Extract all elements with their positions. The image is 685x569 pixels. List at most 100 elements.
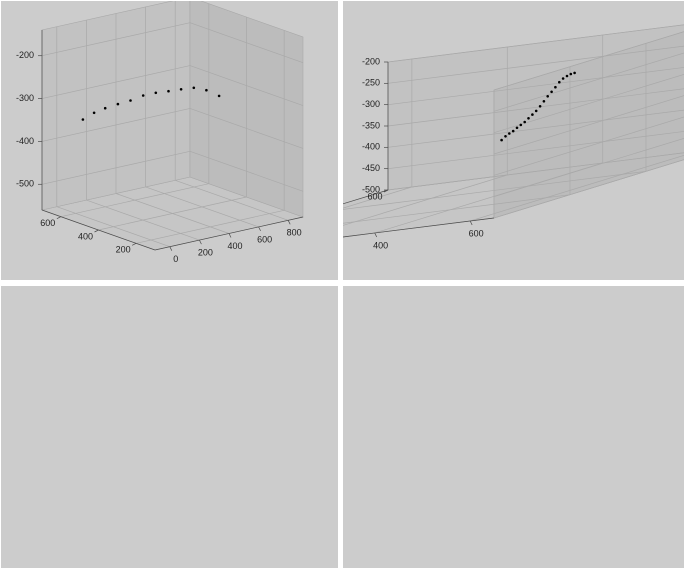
z-axis-tick-label: -500 [16,179,34,189]
gridline-z-back [387,45,684,84]
data-point [179,88,183,91]
gridline-z-back [387,109,684,148]
gridline-y-floor [343,194,571,224]
z-axis-tick-label: -250 [362,78,380,88]
gridline-z-back [41,150,191,185]
gridline-z-side [493,73,684,134]
data-point [192,86,196,90]
z-axis-tick-label: -350 [362,120,380,130]
x-axis-tick [169,246,173,251]
data-point [500,138,503,142]
subplot-bottom-right: 2003004005006002003004005006001001502002… [343,286,684,568]
data-point [103,106,107,110]
data-point [546,95,549,98]
x-axis-tick-label: 0 [173,254,178,264]
subplot-top-left: 0 200 400 600 800 200 400 600 -200 -300 -400 -500 [1,1,338,280]
z-axis-tick-label: -200 [16,50,34,60]
gridline-z-back [41,65,191,99]
data-point [542,100,546,103]
x-axis-tick-label: 600 [469,228,484,238]
gridline-y-floor [60,183,209,218]
data-point [504,135,507,138]
data-point [554,85,557,89]
chart-3d-bottom-left: 20030040050060005001000-100-150-200-250-… [1,286,338,568]
data-point [527,117,530,120]
data-point [205,88,208,92]
subplot-bottom-left: 20030040050060005001000-100-150-200-250-… [1,286,338,568]
y-axis-tick [94,229,99,233]
gridline-x-floor [470,154,684,222]
z-axis-tick-label: -400 [16,136,34,146]
x-axis-tick [287,220,291,225]
data-point [154,91,158,95]
gridline-z-back [41,22,191,57]
x-axis-tick [469,220,473,226]
gridline-y-floor [98,196,247,231]
data-point [565,74,569,78]
y-axis-line [343,189,389,205]
gridline-z-side [189,65,304,106]
gridline-y-floor [136,209,285,244]
gridline-z-back [387,131,684,170]
x-axis-tick-label: 400 [373,240,388,250]
data-point [573,71,576,75]
data-point [534,109,538,113]
z-axis-tick-label: -500 [362,184,380,194]
data-point [81,118,85,121]
gridline-y-floor [343,170,647,210]
gridline-z-side [493,116,684,176]
y-axis-tick [132,243,137,246]
gridline-z-side [189,108,304,149]
y-axis-tick-label: 600 [367,191,382,201]
gridline-z-side [493,31,684,91]
data-point [129,99,132,102]
gridline-z-back [41,108,191,142]
x-axis-tick-label: 600 [257,234,272,244]
x-axis-tick [258,226,261,232]
gridline-z-side [493,137,684,198]
gridline-z-back [387,24,684,63]
gridline-z-side [493,159,684,219]
gridline-x-floor [343,174,508,226]
y-axis-tick [56,216,61,219]
gridline-z-side [189,150,304,192]
data-point [561,77,565,80]
data-point [217,94,221,98]
z-axis-tick-label: -400 [362,142,380,152]
data-point [519,123,523,127]
chart-3d-top-right: 02004006000200400600-200-250-300-350-400… [343,24,684,250]
data-point [515,126,519,130]
data-point [531,113,534,116]
x-axis-line [343,217,495,238]
data-point [167,89,170,93]
gridline-z-back [387,152,684,191]
data-point [558,80,561,84]
y-axis-tick-label: 400 [78,231,93,241]
x-axis-tick [228,233,232,238]
gridline-z-back [387,88,684,127]
chart-3d-top-left: 0 200 400 600 800 200 400 600 -200 -300 -400 -500 [16,1,305,264]
data-point [508,132,511,135]
y-axis-tick-label: 200 [116,245,131,255]
data-point [523,120,526,124]
z-axis-tick-label: -300 [16,93,34,103]
gridline-x-floor [343,186,412,209]
z-axis-tick-label: -450 [362,163,380,173]
x-axis-tick-label: 200 [198,247,213,257]
data-point [511,129,515,133]
data-point [141,94,145,97]
subplot-top-right: 02004006000200400600-200-250-300-350-400… [343,1,684,280]
gridline-z-back [387,67,684,106]
z-axis-tick-label: -200 [362,56,380,66]
gridline-z-side [189,22,304,64]
y-axis-tick-label: 600 [40,218,55,228]
chart-3d-bottom-right: 2003004005006002003004005006001001502002… [343,286,684,568]
gridline-z-side [493,52,684,112]
data-point [92,111,96,115]
data-point [569,72,573,76]
x-axis-tick [199,239,202,245]
x-axis-tick-label: 800 [287,228,302,238]
data-point [550,90,553,94]
x-axis-tick [374,232,378,238]
